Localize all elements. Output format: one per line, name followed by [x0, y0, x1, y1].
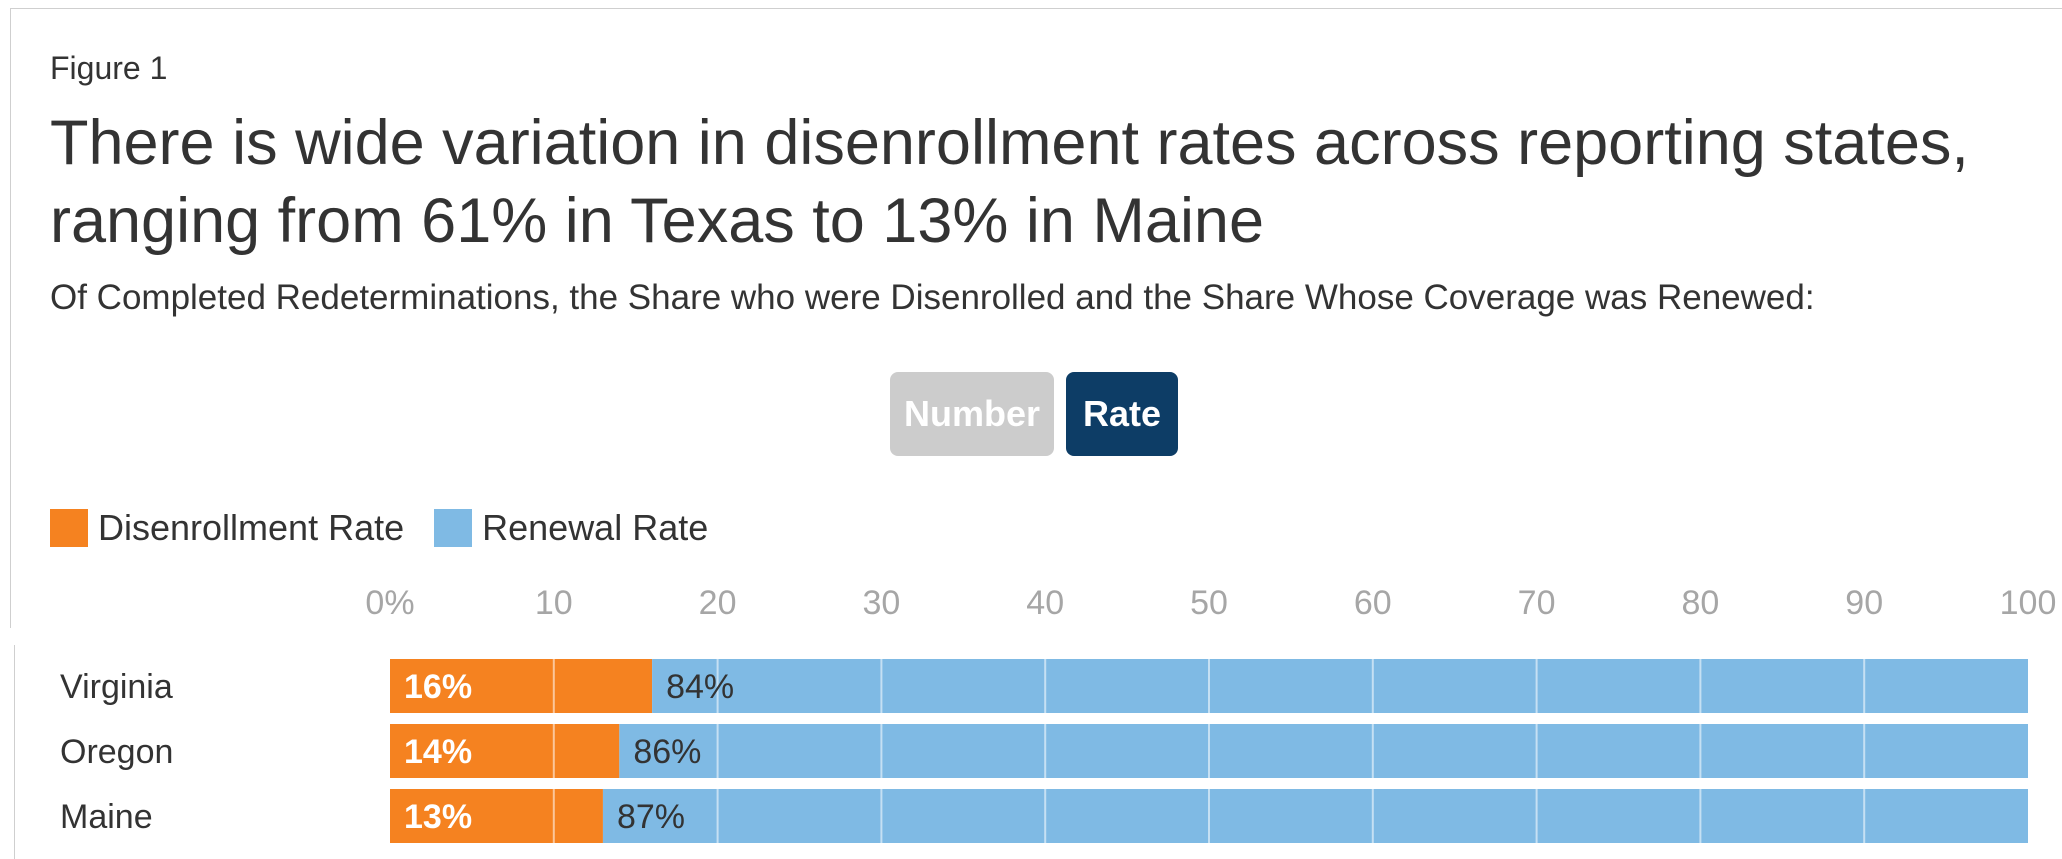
bar-disenrollment: [390, 724, 620, 778]
legend-swatch-disenrollment: [50, 509, 88, 547]
x-tick-label: 20: [699, 584, 737, 622]
bar-renewal: [602, 789, 2029, 843]
x-tick-label: 90: [1845, 584, 1883, 622]
chart-subtitle: Of Completed Redeterminations, the Share…: [50, 278, 1815, 317]
frame-left-border-lower: [14, 645, 15, 859]
legend-swatch-renewal: [434, 509, 473, 547]
x-tick-label: 40: [1026, 584, 1064, 622]
legend-label-disenrollment: Disenrollment Rate: [98, 507, 405, 548]
bar-disenrollment: [390, 789, 603, 843]
x-tick-label: 10: [535, 584, 573, 622]
bar-renewal: [652, 659, 2028, 713]
chart-title: There is wide variation in disenrollment…: [50, 108, 1969, 256]
data-label-disenrollment: 16%: [404, 668, 472, 706]
chart-legend: Disenrollment Rate Renewal Rate: [50, 507, 738, 549]
x-tick-label: 80: [1681, 584, 1719, 622]
figure-label: Figure 1: [50, 50, 168, 86]
category-label: Oregon: [60, 733, 173, 771]
x-tick-label: 30: [862, 584, 900, 622]
x-tick-label: 100: [2000, 584, 2057, 622]
rate-toggle-button[interactable]: Rate: [1066, 372, 1178, 456]
data-label-renewal: 84%: [666, 668, 734, 706]
data-label-disenrollment: 14%: [404, 733, 472, 771]
category-label: Virginia: [60, 668, 173, 706]
bar-disenrollment: [390, 659, 653, 713]
frame-left-border: [10, 8, 11, 628]
number-toggle-button[interactable]: Number: [890, 372, 1054, 456]
x-tick-label: 0%: [365, 584, 414, 622]
data-label-renewal: 86%: [633, 733, 701, 771]
frame-top-border: [10, 8, 2062, 9]
data-label-disenrollment: 13%: [404, 798, 472, 836]
legend-label-renewal: Renewal Rate: [482, 507, 709, 548]
data-label-renewal: 87%: [617, 798, 685, 836]
x-tick-label: 70: [1518, 584, 1556, 622]
legend-item-renewal: Renewal Rate: [434, 507, 708, 549]
bar-renewal: [619, 724, 2028, 778]
x-tick-label: 50: [1190, 584, 1228, 622]
x-tick-label: 60: [1354, 584, 1392, 622]
category-label: Maine: [60, 798, 153, 836]
legend-item-disenrollment: Disenrollment Rate: [50, 507, 404, 549]
